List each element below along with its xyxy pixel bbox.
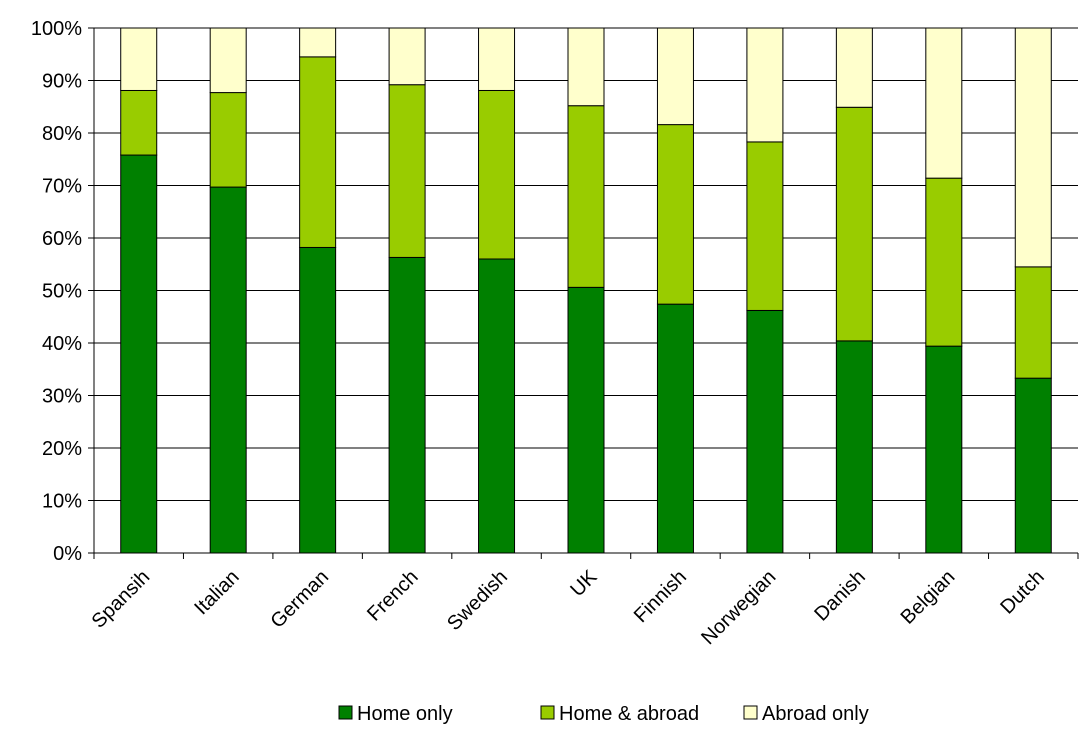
bar-segment-home-only-spansih — [120, 154, 158, 554]
x-tick-label-uk: UK — [566, 566, 602, 602]
y-tick-label: 50% — [42, 281, 82, 303]
bar-segment-abroad-only-uk — [567, 27, 605, 107]
bar-segment-home-abroad-norwegian — [746, 141, 784, 311]
bar-segment-home-abroad-swedish — [478, 89, 516, 260]
bar-segment-home-only-norwegian — [746, 309, 784, 554]
bar-segment-abroad-only-finnish — [656, 27, 694, 126]
y-tick-label: 0% — [53, 543, 82, 565]
x-tick-label-danish: Danish — [810, 566, 870, 626]
y-tick-label: 70% — [42, 176, 82, 198]
x-tick-label-spansih: Spansih — [88, 566, 155, 633]
bar-segment-abroad-only-french — [388, 27, 426, 86]
bar-segment-home-abroad-french — [388, 84, 426, 258]
x-tick-label-german: German — [267, 566, 334, 633]
y-tick-label: 20% — [42, 438, 82, 460]
legend-label-home-abroad: Home & abroad — [559, 703, 699, 725]
bar-segment-abroad-only-belgian — [925, 27, 963, 179]
y-tick-label: 100% — [31, 18, 82, 40]
bar-segment-home-only-french — [388, 256, 426, 554]
y-tick-label: 30% — [42, 386, 82, 408]
legend-swatch-home-abroad — [540, 705, 555, 720]
bar-segment-home-abroad-uk — [567, 105, 605, 288]
x-tick-label-italian: Italian — [190, 566, 243, 619]
y-tick-label: 60% — [42, 228, 82, 250]
x-tick-label-swedish: Swedish — [443, 566, 512, 635]
legend: Home only Home & abroad Abroad only — [338, 703, 869, 725]
bar-segment-home-only-belgian — [925, 345, 963, 554]
bar-segment-home-abroad-dutch — [1014, 266, 1052, 379]
x-tick-label-finnish: Finnish — [630, 566, 691, 627]
bar-segment-home-abroad-finnish — [656, 124, 694, 305]
bar-segment-home-only-swedish — [478, 258, 516, 554]
bars — [120, 27, 1052, 554]
bar-segment-abroad-only-norwegian — [746, 27, 784, 143]
x-tick-label-belgian: Belgian — [897, 566, 960, 629]
bar-segment-home-abroad-belgian — [925, 177, 963, 347]
bar-segment-home-only-danish — [835, 340, 873, 554]
bar-segment-home-only-italian — [209, 186, 247, 554]
x-tick-label-dutch: Dutch — [996, 566, 1049, 619]
legend-swatch-abroad-only — [743, 705, 758, 720]
x-tick-labels: Spansih Italian German French Swedish UK Finni… — [88, 566, 1049, 650]
legend-swatch-home-only — [338, 705, 353, 720]
axes — [88, 27, 1079, 559]
bar-segment-abroad-only-italian — [209, 27, 247, 94]
x-tick-label-norwegian: Norwegian — [697, 566, 780, 649]
bar-segment-home-abroad-italian — [209, 92, 247, 188]
legend-label-home-only: Home only — [357, 703, 453, 725]
bar-segment-home-abroad-german — [299, 56, 337, 248]
bar-segment-home-abroad-danish — [835, 106, 873, 342]
bar-segment-abroad-only-german — [299, 27, 337, 58]
bar-segment-home-abroad-spansih — [120, 89, 158, 156]
bar-segment-abroad-only-spansih — [120, 27, 158, 91]
legend-label-abroad-only: Abroad only — [762, 703, 869, 725]
bar-segment-abroad-only-swedish — [478, 27, 516, 91]
y-tick-label: 10% — [42, 491, 82, 513]
bar-segment-home-only-uk — [567, 286, 605, 554]
bar-segment-abroad-only-dutch — [1014, 27, 1052, 268]
y-tick-label: 80% — [42, 123, 82, 145]
bar-segment-home-only-dutch — [1014, 377, 1052, 554]
x-tick-label-french: French — [363, 566, 423, 626]
y-tick-label: 90% — [42, 71, 82, 93]
y-tick-labels: 0% 10% 20% 30% 40% 50% 60% 70% 80% 90% 100% — [31, 18, 82, 565]
bar-segment-abroad-only-danish — [835, 27, 873, 108]
y-tick-label: 40% — [42, 333, 82, 355]
bar-segment-home-only-german — [299, 246, 337, 554]
bar-segment-home-only-finnish — [656, 303, 694, 554]
